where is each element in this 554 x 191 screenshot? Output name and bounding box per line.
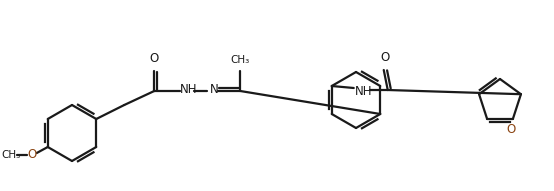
Text: O: O bbox=[380, 51, 389, 64]
Text: NH: NH bbox=[355, 84, 372, 97]
Text: NH: NH bbox=[179, 83, 197, 96]
Text: O: O bbox=[27, 148, 37, 162]
Text: O: O bbox=[150, 52, 159, 65]
Text: O: O bbox=[506, 123, 516, 136]
Text: N: N bbox=[210, 83, 219, 96]
Text: CH₃: CH₃ bbox=[2, 150, 21, 160]
Text: CH₃: CH₃ bbox=[230, 55, 250, 65]
